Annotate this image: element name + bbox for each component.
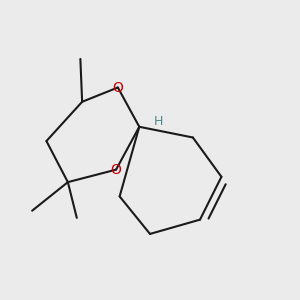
- Text: H: H: [154, 115, 164, 128]
- Text: O: O: [111, 163, 122, 177]
- Text: O: O: [112, 80, 123, 94]
